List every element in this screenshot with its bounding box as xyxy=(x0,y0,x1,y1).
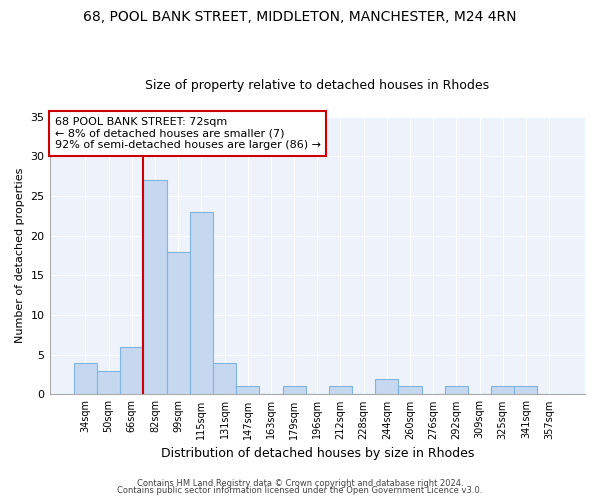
Bar xyxy=(236,386,259,394)
Bar xyxy=(514,386,538,394)
Bar xyxy=(74,362,97,394)
Bar xyxy=(213,362,236,394)
Bar xyxy=(375,378,398,394)
Bar xyxy=(190,212,213,394)
Text: Contains public sector information licensed under the Open Government Licence v3: Contains public sector information licen… xyxy=(118,486,482,495)
Bar xyxy=(97,370,120,394)
Bar xyxy=(491,386,514,394)
Bar xyxy=(329,386,352,394)
Bar xyxy=(167,252,190,394)
Bar xyxy=(398,386,422,394)
Bar xyxy=(283,386,305,394)
Text: 68 POOL BANK STREET: 72sqm
← 8% of detached houses are smaller (7)
92% of semi-d: 68 POOL BANK STREET: 72sqm ← 8% of detac… xyxy=(55,117,321,150)
Text: Contains HM Land Registry data © Crown copyright and database right 2024.: Contains HM Land Registry data © Crown c… xyxy=(137,478,463,488)
Bar xyxy=(445,386,468,394)
Bar xyxy=(120,347,143,395)
Text: 68, POOL BANK STREET, MIDDLETON, MANCHESTER, M24 4RN: 68, POOL BANK STREET, MIDDLETON, MANCHES… xyxy=(83,10,517,24)
X-axis label: Distribution of detached houses by size in Rhodes: Distribution of detached houses by size … xyxy=(161,447,474,460)
Y-axis label: Number of detached properties: Number of detached properties xyxy=(15,168,25,344)
Bar xyxy=(143,180,167,394)
Title: Size of property relative to detached houses in Rhodes: Size of property relative to detached ho… xyxy=(145,79,490,92)
